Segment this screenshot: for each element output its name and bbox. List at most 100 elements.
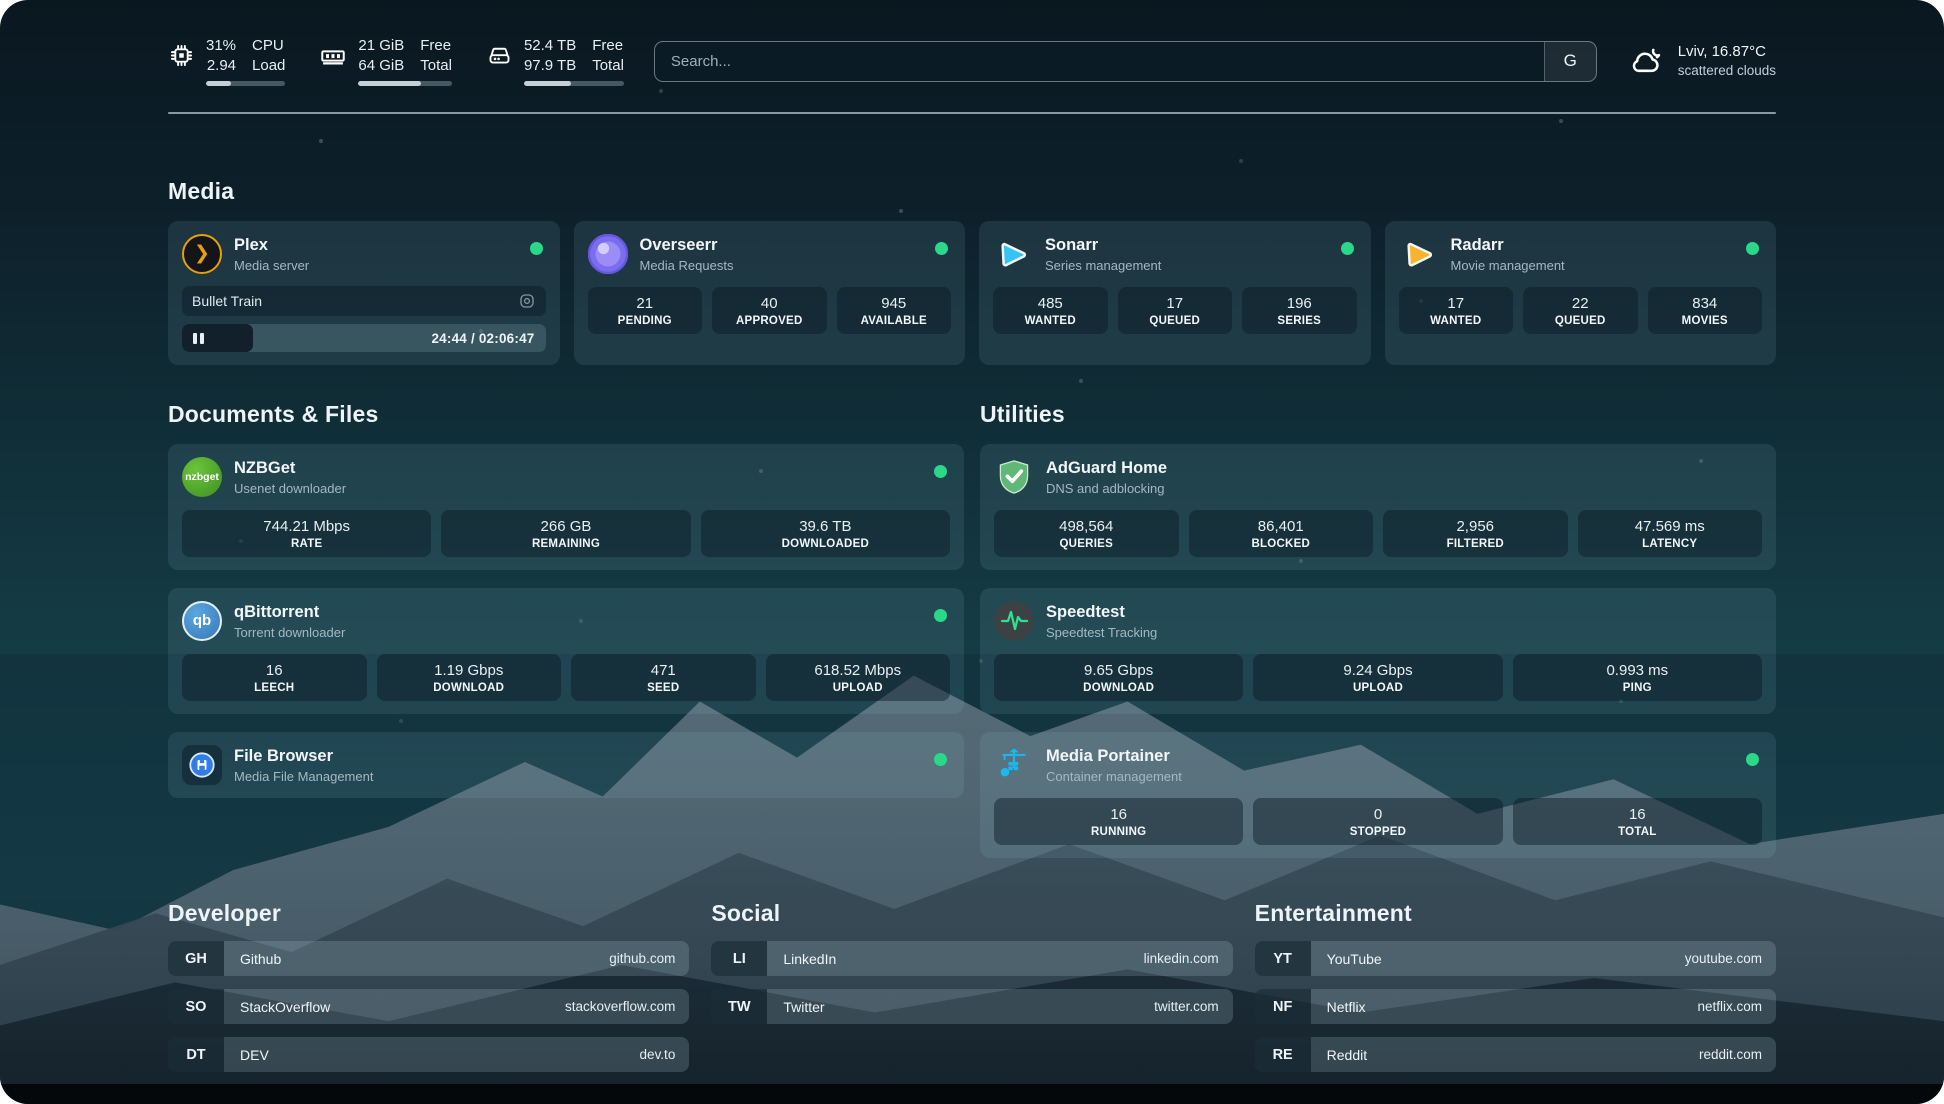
stat-value: 485 bbox=[1037, 295, 1063, 312]
cloud-moon-icon bbox=[1627, 42, 1665, 80]
stat-value: 39.6 TB bbox=[799, 518, 852, 535]
bookmark-stackoverflow[interactable]: SO StackOverflow stackoverflow.com bbox=[168, 989, 690, 1024]
status-online-dot bbox=[935, 242, 948, 255]
stat-label: QUEUED bbox=[1554, 315, 1606, 327]
section-header-documents: Documents & Files bbox=[168, 401, 379, 427]
service-card-sonarr[interactable]: Sonarr Series management 485 WANTED 17 Q… bbox=[979, 221, 1371, 365]
cpu-progress-bar bbox=[206, 81, 286, 86]
memory-progress-bar bbox=[358, 81, 452, 86]
bookmark-url: twitter.com bbox=[1154, 999, 1219, 1014]
bookmark-linkedin[interactable]: LI LinkedIn linkedin.com bbox=[711, 941, 1233, 976]
playback-time: 24:44 / 02:06:47 bbox=[431, 330, 535, 346]
stat-label: DOWNLOADED bbox=[781, 538, 870, 550]
stat-value: 22 bbox=[1571, 295, 1589, 312]
service-card-portainer[interactable]: Media Portainer Container management 16 … bbox=[980, 732, 1776, 858]
filebrowser-icon bbox=[182, 745, 222, 785]
service-description: Container management bbox=[1046, 768, 1182, 784]
stat-box: 39.6 TB DOWNLOADED bbox=[700, 510, 950, 557]
search-engine-button[interactable]: G bbox=[1543, 41, 1596, 81]
mountain-tint-overlay bbox=[0, 654, 1944, 1086]
stat-value: 1.19 Gbps bbox=[434, 662, 504, 679]
bookmark-abbr: YT bbox=[1254, 941, 1311, 976]
stat-label: LATENCY bbox=[1642, 538, 1698, 550]
service-name: Overseerr bbox=[639, 235, 718, 254]
stat-box: 0 STOPPED bbox=[1253, 798, 1503, 845]
stat-label: PING bbox=[1622, 682, 1652, 694]
service-name: NZBGet bbox=[234, 458, 296, 477]
stat-label: REMAINING bbox=[531, 538, 601, 550]
now-playing-title: Bullet Train bbox=[192, 293, 263, 309]
service-card-qbittorrent[interactable]: qb qBittorrent Torrent downloader 16 LEE… bbox=[168, 588, 964, 714]
service-card-plex[interactable]: ❯ Plex Media server Bullet Train bbox=[168, 221, 560, 365]
stat-box: 744.21 Mbps RATE bbox=[182, 510, 432, 557]
bookmark-youtube[interactable]: YT YouTube youtube.com bbox=[1254, 941, 1776, 976]
bookmark-url: youtube.com bbox=[1684, 951, 1762, 966]
memory-total-value: 64 GiB bbox=[358, 56, 405, 74]
weather-widget: Lviv, 16.87°C scattered clouds bbox=[1627, 41, 1776, 81]
memory-icon bbox=[319, 42, 347, 70]
stat-label: QUEUED bbox=[1149, 315, 1201, 327]
stat-label: STOPPED bbox=[1349, 826, 1407, 838]
service-name: Radarr bbox=[1450, 235, 1504, 254]
stat-value: 16 bbox=[1110, 806, 1127, 823]
stat-box: 2,956 FILTERED bbox=[1383, 510, 1568, 557]
search-input[interactable] bbox=[654, 41, 1544, 81]
stat-value: 17 bbox=[1447, 295, 1465, 312]
cpu-load-label: Load bbox=[252, 56, 286, 74]
service-description: Torrent downloader bbox=[234, 624, 346, 640]
bookmark-abbr: NF bbox=[1254, 989, 1311, 1024]
service-card-radarr[interactable]: Radarr Movie management 17 WANTED 22 QUE… bbox=[1384, 221, 1776, 365]
stat-label: UPLOAD bbox=[1352, 682, 1404, 694]
section-header-utilities: Utilities bbox=[980, 401, 1065, 427]
stat-label: TOTAL bbox=[1618, 826, 1657, 838]
stat-box: 471 SEED bbox=[571, 654, 756, 701]
service-card-filebrowser[interactable]: File Browser Media File Management bbox=[168, 732, 964, 798]
stat-value: 2,956 bbox=[1456, 518, 1495, 535]
bookmark-netflix[interactable]: NF Netflix netflix.com bbox=[1254, 989, 1776, 1024]
stat-value: 40 bbox=[760, 295, 778, 312]
bottom-foreground bbox=[0, 1084, 1944, 1104]
stat-value: 834 bbox=[1692, 295, 1718, 312]
stat-value: 86,401 bbox=[1257, 518, 1304, 535]
service-name: Sonarr bbox=[1045, 235, 1099, 254]
service-card-speedtest[interactable]: Speedtest Speedtest Tracking 9.65 Gbps D… bbox=[980, 588, 1776, 714]
memory-free-label: Free bbox=[420, 37, 452, 54]
bookmark-url: reddit.com bbox=[1698, 1047, 1762, 1062]
stat-box: 47.569 ms LATENCY bbox=[1577, 510, 1762, 557]
stat-box: 196 SERIES bbox=[1242, 287, 1357, 334]
utilities-column: Utilities AdGuard Home DNS and adblockin… bbox=[980, 401, 1776, 858]
nzbget-icon: nzbget bbox=[182, 457, 222, 497]
status-online-dot bbox=[934, 753, 947, 766]
section-header-entertainment: Entertainment bbox=[1254, 900, 1412, 926]
stat-value: 21 bbox=[636, 295, 654, 312]
bookmark-abbr: TW bbox=[711, 989, 768, 1024]
pause-icon bbox=[193, 332, 204, 344]
stat-label: BLOCKED bbox=[1251, 538, 1311, 550]
qbittorrent-icon: qb bbox=[182, 601, 222, 641]
bookmark-github[interactable]: GH Github github.com bbox=[168, 941, 690, 976]
overseerr-icon bbox=[587, 234, 628, 274]
stat-box: 498,564 QUERIES bbox=[994, 510, 1179, 557]
bookmark-reddit[interactable]: RE Reddit reddit.com bbox=[1254, 1037, 1776, 1072]
bookmark-twitter[interactable]: TW Twitter twitter.com bbox=[711, 989, 1233, 1024]
bookmark-dev[interactable]: DT DEV dev.to bbox=[168, 1037, 690, 1072]
stat-box: 22 QUEUED bbox=[1523, 287, 1638, 334]
stat-value: 9.65 Gbps bbox=[1084, 662, 1154, 679]
disk-total-label: Total bbox=[592, 56, 624, 74]
stat-box: 1.19 Gbps DOWNLOAD bbox=[376, 654, 561, 701]
stat-label: SERIES bbox=[1277, 315, 1322, 327]
service-card-nzbget[interactable]: nzbget NZBGet Usenet downloader 744.21 M… bbox=[168, 444, 964, 570]
video-session-icon bbox=[518, 292, 536, 310]
service-card-overseerr[interactable]: Overseerr Media Requests 21 PENDING 40 A… bbox=[573, 221, 965, 365]
stat-value: 945 bbox=[881, 295, 907, 312]
disk-stat: 52.4 TB 97.9 TB Free Total bbox=[486, 36, 624, 86]
disk-free-value: 52.4 TB bbox=[523, 37, 577, 54]
stat-box: 86,401 BLOCKED bbox=[1188, 510, 1373, 557]
bookmark-group-entertainment: Entertainment YT YouTube youtube.com NF … bbox=[1254, 900, 1776, 1072]
stat-label: WANTED bbox=[1024, 315, 1076, 327]
stat-value: 0.993 ms bbox=[1606, 662, 1669, 679]
disk-progress-bar bbox=[523, 81, 624, 86]
top-divider bbox=[168, 112, 1776, 114]
service-card-adguard[interactable]: AdGuard Home DNS and adblocking 498,564 … bbox=[980, 444, 1776, 570]
stat-label: MOVIES bbox=[1681, 315, 1728, 327]
